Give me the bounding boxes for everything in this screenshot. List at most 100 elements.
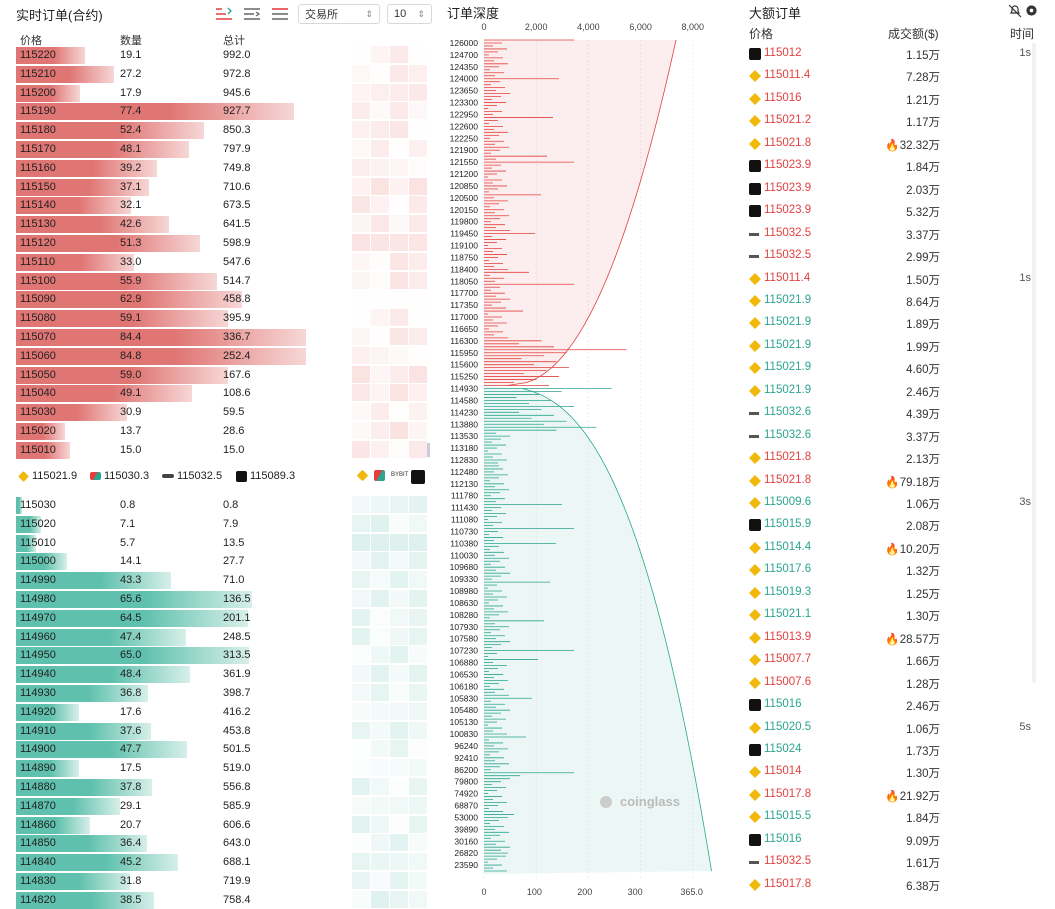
orderbook-row[interactable]: 114920 17.6 416.2 bbox=[16, 703, 306, 721]
scrollbar[interactable] bbox=[427, 443, 430, 457]
orderbook-row[interactable]: 115180 52.4 850.3 bbox=[16, 121, 306, 140]
depth-select[interactable]: 10 ⇕ bbox=[387, 4, 432, 24]
lo-time-header: 时间 bbox=[1010, 27, 1035, 41]
large-order-row[interactable]: 115015.9 2.08万 bbox=[749, 515, 1031, 535]
large-order-row[interactable]: 115014 1.30万 bbox=[749, 762, 1031, 782]
orderbook-row[interactable]: 115160 39.2 749.8 bbox=[16, 159, 306, 177]
large-order-row[interactable]: 115020.5 1.06万 5s bbox=[749, 718, 1031, 738]
orderbook-row[interactable]: 114850 36.4 643.0 bbox=[16, 834, 306, 853]
large-order-row[interactable]: 115021.1 1.30万 bbox=[749, 605, 1031, 625]
bitget-icon[interactable]: BYBIT bbox=[391, 472, 409, 478]
binance-icon[interactable] bbox=[356, 469, 369, 482]
large-order-row[interactable]: 115032.6 4.39万 bbox=[749, 403, 1031, 423]
large-order-row[interactable]: 115032.6 3.37万 bbox=[749, 426, 1031, 446]
large-order-row[interactable]: 115016 2.46万 bbox=[749, 695, 1031, 715]
orderbook-row[interactable]: 115010 5.7 13.5 bbox=[16, 534, 306, 552]
okx-icon[interactable] bbox=[411, 470, 425, 484]
orderbook-row[interactable]: 114890 17.5 519.0 bbox=[16, 759, 306, 778]
orderbook-row[interactable]: 114970 64.5 201.1 bbox=[16, 609, 306, 627]
orderbook-row[interactable]: 114860 20.7 606.6 bbox=[16, 816, 306, 834]
orderbook-row[interactable]: 114880 37.8 556.8 bbox=[16, 778, 306, 796]
orderbook-row[interactable]: 115170 48.1 797.9 bbox=[16, 140, 306, 158]
orderbook-row[interactable]: 115000 14.1 27.7 bbox=[16, 552, 306, 571]
large-order-row[interactable]: 115013.9 🔥28.57万 bbox=[749, 628, 1031, 648]
orderbook-row[interactable]: 114910 37.6 453.8 bbox=[16, 722, 306, 740]
large-order-row[interactable]: 115032.5 3.37万 bbox=[749, 224, 1031, 244]
large-order-row[interactable]: 115017.8 6.38万 bbox=[749, 875, 1031, 895]
depth-chart[interactable]: 0 2,000 4,000 6,000 8,000 126000 124700 124350 1… bbox=[440, 18, 740, 903]
large-order-row[interactable]: 115011.4 1.50万 1s bbox=[749, 269, 1031, 289]
orderbook-row[interactable]: 115190 77.4 927.7 bbox=[16, 102, 306, 121]
order-amount-value: 4.39万 bbox=[906, 409, 940, 422]
orderbook-row[interactable]: 115030 0.8 0.8 bbox=[16, 496, 306, 514]
orderbook-row[interactable]: 114930 36.8 398.7 bbox=[16, 684, 306, 702]
sort-asc-icon[interactable] bbox=[214, 6, 234, 22]
orderbook-row[interactable]: 114870 29.1 585.9 bbox=[16, 797, 306, 815]
orderbook-row[interactable]: 115030 30.9 59.5 bbox=[16, 403, 306, 422]
large-order-row[interactable]: 115017.8 🔥21.92万 bbox=[749, 785, 1031, 805]
large-order-row[interactable]: 115021.9 1.89万 bbox=[749, 313, 1031, 333]
orderbook-row[interactable]: 115020 7.1 7.9 bbox=[16, 515, 306, 533]
orderbook-row[interactable]: 115070 84.4 336.7 bbox=[16, 328, 306, 346]
large-order-row[interactable]: 115021.9 1.99万 bbox=[749, 336, 1031, 356]
orderbook-row[interactable]: 114940 48.4 361.9 bbox=[16, 665, 306, 684]
large-order-row[interactable]: 115024 1.73万 bbox=[749, 740, 1031, 760]
orderbook-row[interactable]: 114840 45.2 688.1 bbox=[16, 853, 306, 872]
large-order-row[interactable]: 115009.6 1.06万 3s bbox=[749, 493, 1031, 513]
large-order-row[interactable]: 115023.9 1.84万 bbox=[749, 156, 1031, 176]
binance-icon bbox=[749, 474, 761, 487]
large-order-row[interactable]: 115007.7 1.66万 bbox=[749, 650, 1031, 670]
orderbook-row[interactable]: 115200 17.9 945.6 bbox=[16, 84, 306, 102]
orderbook-row[interactable]: 115210 27.2 972.8 bbox=[16, 65, 306, 83]
orderbook-row[interactable]: 115020 13.7 28.6 bbox=[16, 422, 306, 440]
large-order-row[interactable]: 115007.6 1.28万 bbox=[749, 673, 1031, 693]
orderbook-row[interactable]: 114950 65.0 313.5 bbox=[16, 646, 306, 665]
sort-list-icon[interactable] bbox=[242, 6, 262, 22]
orderbook-row[interactable]: 115100 55.9 514.7 bbox=[16, 272, 306, 290]
orderbook-row[interactable]: 115110 33.0 547.6 bbox=[16, 253, 306, 271]
large-order-row[interactable]: 115019.3 1.25万 bbox=[749, 583, 1031, 603]
orderbook-row[interactable]: 114830 31.8 719.9 bbox=[16, 872, 306, 890]
large-order-row[interactable]: 115016 1.21万 bbox=[749, 89, 1031, 109]
orderbook-row[interactable]: 115120 51.3 598.9 bbox=[16, 234, 306, 252]
orderbook-row[interactable]: 115050 59.0 167.6 bbox=[16, 366, 306, 384]
large-order-row[interactable]: 115032.5 1.61万 bbox=[749, 852, 1031, 872]
bybit-icon[interactable] bbox=[374, 470, 385, 481]
orderbook-row[interactable]: 115130 42.6 641.5 bbox=[16, 215, 306, 234]
orderbook-row[interactable]: 115040 49.1 108.6 bbox=[16, 384, 306, 403]
orderbook-row[interactable]: 115220 19.1 992.0 bbox=[16, 46, 306, 64]
large-order-row[interactable]: 115021.9 2.46万 bbox=[749, 381, 1031, 401]
large-order-row[interactable]: 115021.8 🔥32.32万 bbox=[749, 134, 1031, 154]
large-order-row[interactable]: 115021.2 1.17万 bbox=[749, 111, 1031, 131]
large-order-row[interactable]: 115023.9 2.03万 bbox=[749, 179, 1031, 199]
large-order-row[interactable]: 115011.4 7.28万 bbox=[749, 66, 1031, 86]
orderbook-row[interactable]: 114900 47.7 501.5 bbox=[16, 740, 306, 759]
orderbook-row[interactable]: 115150 37.1 710.6 bbox=[16, 178, 306, 196]
orderbook-row[interactable]: 115090 62.9 458.8 bbox=[16, 290, 306, 309]
orderbook-row[interactable]: 115060 84.8 252.4 bbox=[16, 347, 306, 365]
orderbook-row[interactable]: 114960 47.4 248.5 bbox=[16, 628, 306, 646]
orderbook-row[interactable]: 115140 32.1 673.5 bbox=[16, 196, 306, 215]
large-order-row[interactable]: 115032.5 2.99万 bbox=[749, 246, 1031, 266]
large-order-row[interactable]: 115012 1.15万 1s bbox=[749, 44, 1031, 64]
large-order-row[interactable]: 115021.8 🔥79.18万 bbox=[749, 471, 1031, 491]
heatmap-cell bbox=[409, 684, 427, 701]
large-order-row[interactable]: 115015.5 1.84万 bbox=[749, 807, 1031, 827]
orderbook-row[interactable]: 114980 65.6 136.5 bbox=[16, 590, 306, 608]
sort-desc-icon[interactable] bbox=[270, 6, 290, 22]
large-order-row[interactable]: 115014.4 🔥10.20万 bbox=[749, 538, 1031, 558]
large-order-row[interactable]: 115021.8 2.13万 bbox=[749, 448, 1031, 468]
large-order-row[interactable]: 115023.9 5.32万 bbox=[749, 201, 1031, 221]
exchange-select[interactable]: 交易所 ⇕ bbox=[298, 4, 380, 24]
large-order-row[interactable]: 115017.6 1.32万 bbox=[749, 560, 1031, 580]
mute-icon[interactable] bbox=[1008, 4, 1022, 18]
orderbook-row[interactable]: 114820 38.5 758.4 bbox=[16, 891, 306, 909]
orderbook-row[interactable]: 114990 43.3 71.0 bbox=[16, 571, 306, 590]
orderbook-row[interactable]: 115010 15.0 15.0 bbox=[16, 441, 306, 459]
settings-icon[interactable] bbox=[1025, 4, 1038, 17]
large-order-row[interactable]: 115021.9 4.60万 bbox=[749, 358, 1031, 378]
scrollbar[interactable] bbox=[1032, 43, 1036, 683]
orderbook-row[interactable]: 115080 59.1 395.9 bbox=[16, 309, 306, 328]
large-order-row[interactable]: 115021.9 8.64万 bbox=[749, 291, 1031, 311]
large-order-row[interactable]: 115016 9.09万 bbox=[749, 830, 1031, 850]
